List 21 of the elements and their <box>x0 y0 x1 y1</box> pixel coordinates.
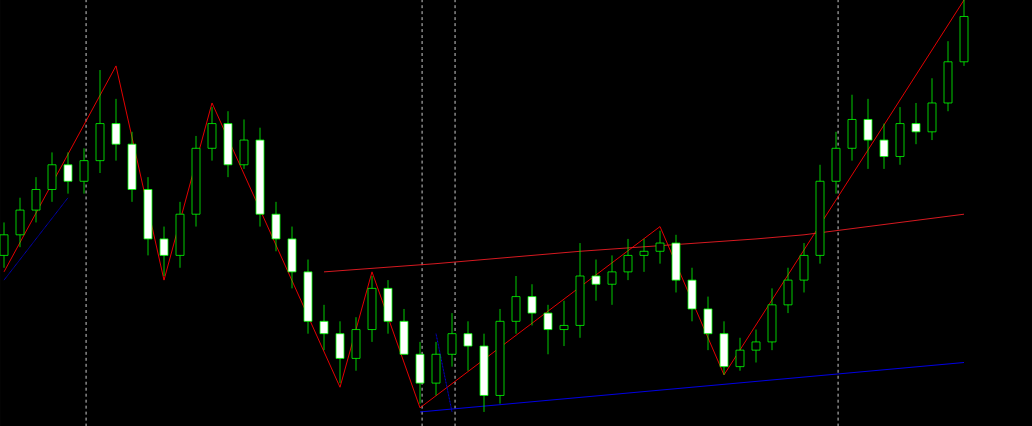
candlestick <box>447 312 457 368</box>
candlestick <box>623 238 633 281</box>
candlestick <box>879 123 889 170</box>
candlestick <box>319 304 329 351</box>
candlestick <box>63 152 73 195</box>
candlestick <box>639 238 649 273</box>
candlestick <box>159 226 169 277</box>
candlestick <box>863 98 873 170</box>
candlestick <box>607 255 617 306</box>
candlestick <box>543 304 553 355</box>
candlestick <box>559 300 569 347</box>
candlestick <box>31 176 41 223</box>
candlestick <box>463 320 473 372</box>
candlestick <box>79 147 89 195</box>
candlestick <box>655 230 665 265</box>
candlestick <box>591 259 601 302</box>
candlestick <box>111 98 121 162</box>
candlestick <box>751 329 761 363</box>
candlestick <box>527 283 537 326</box>
candlestick <box>735 337 745 372</box>
candlestick <box>911 102 921 145</box>
